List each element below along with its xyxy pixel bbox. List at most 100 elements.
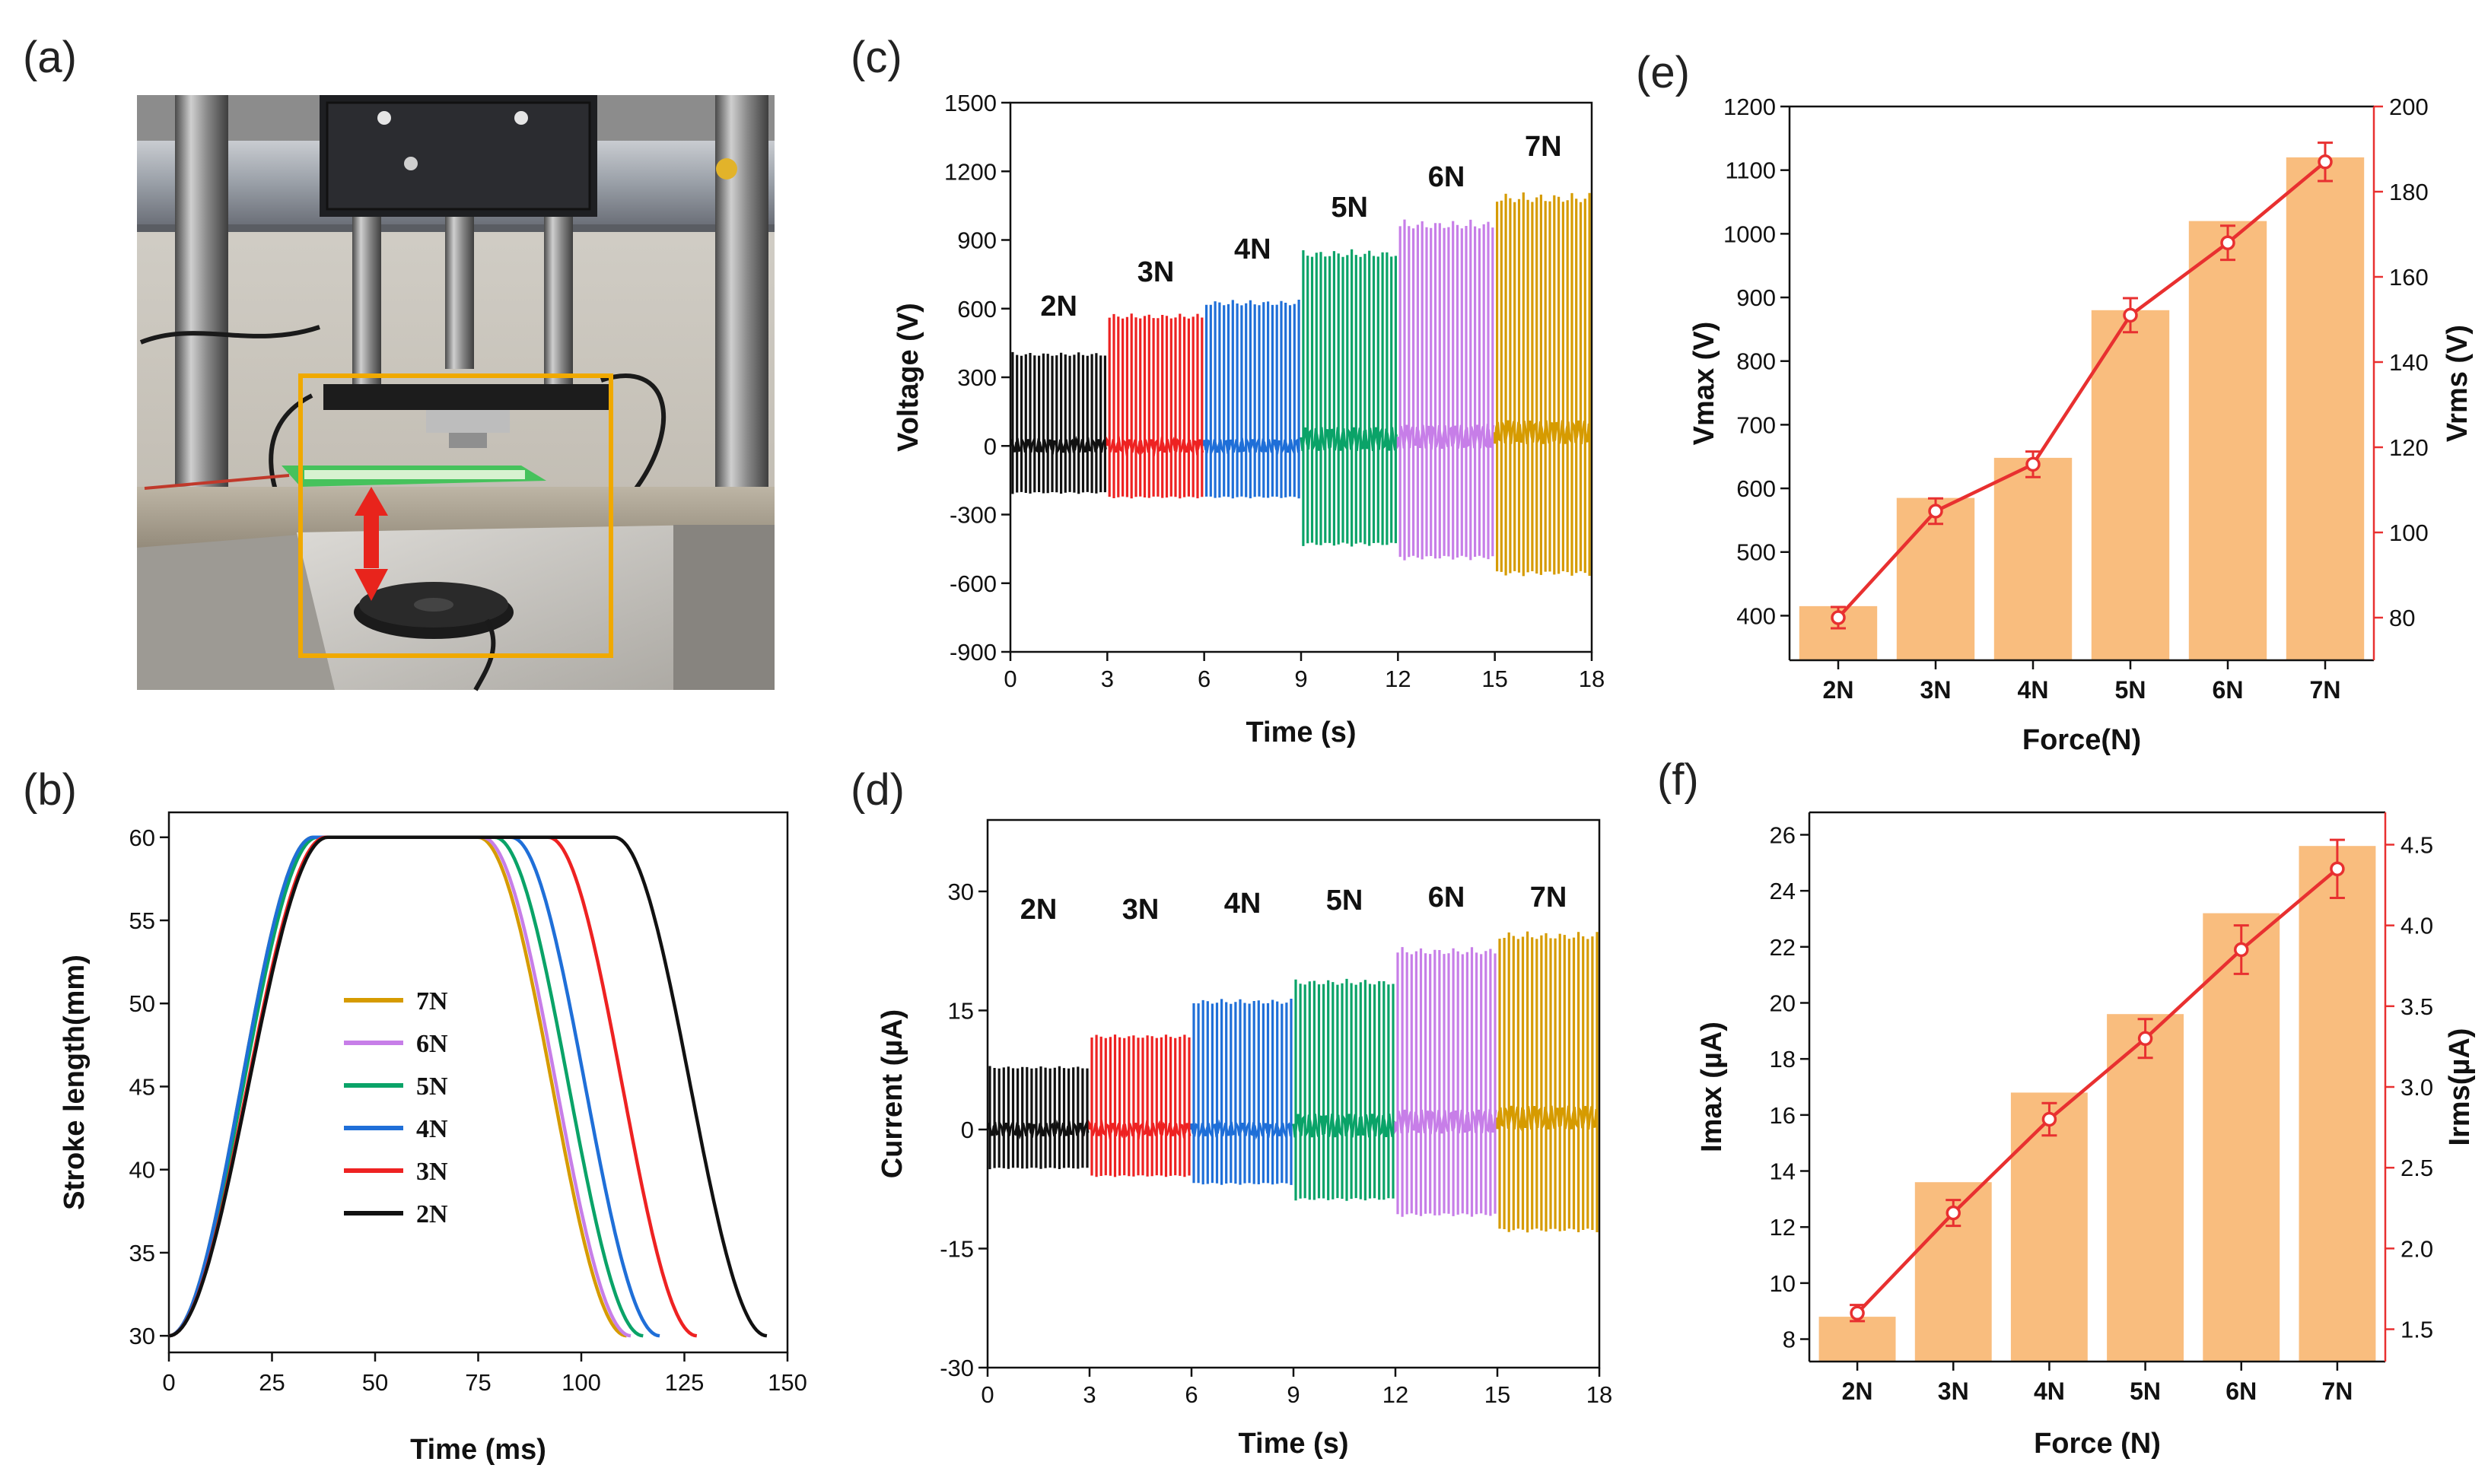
x-tick-label: 9 <box>1294 666 1307 692</box>
x-tick-label: 18 <box>1579 666 1605 692</box>
y-tick-label: -600 <box>950 570 997 597</box>
y-axis-label-left: Vmax (V) <box>1688 322 1720 446</box>
signal-segment-2N <box>1009 351 1107 494</box>
y-tick-label: 600 <box>957 296 997 323</box>
signal-segment-5N <box>1292 978 1395 1201</box>
y-axis-label: Voltage (V) <box>892 303 924 452</box>
legend-label-3N: 3N <box>416 1158 448 1186</box>
y-tick-label-right: 140 <box>2389 349 2429 376</box>
x-tick-label: 150 <box>768 1369 807 1396</box>
y-tick-label: -900 <box>950 639 997 666</box>
signal-segment-3N <box>1088 1034 1192 1177</box>
y-tick-label: 1200 <box>944 158 997 185</box>
panel-label-f: (f) <box>1657 755 1699 805</box>
series-line-Vrms <box>1837 160 2327 619</box>
annotation-2N: 2N <box>1040 291 1077 323</box>
signal-segment-3N <box>1106 313 1204 499</box>
signal-segment-4N <box>1203 300 1301 499</box>
annotation-3N: 3N <box>1137 256 1175 288</box>
line-point-4N <box>2041 1111 2057 1127</box>
line-point-7N <box>2330 861 2345 877</box>
y-tick-label-right: 4.0 <box>2401 913 2433 939</box>
bar-5N <box>2107 1014 2184 1362</box>
x-tick-label: 3N <box>1920 676 1952 704</box>
x-tick-label: 125 <box>665 1369 705 1396</box>
y-tick-label: 15 <box>948 997 974 1024</box>
chart-e-vmax-vrms: 2N 3N 4N 5N 6N 7N 400 500 600 700 800 900 1000 1100 12… <box>1688 94 2474 756</box>
x-tick-label: 7N <box>2310 676 2341 704</box>
x-axis-label: Time (s) <box>1246 717 1356 748</box>
line-point-6N <box>2220 235 2235 250</box>
highlight-box <box>298 373 613 658</box>
x-tick-label: 25 <box>259 1369 285 1396</box>
y-tick-label-right: 4.5 <box>2401 831 2433 858</box>
bar-4N <box>2010 1092 2088 1362</box>
line-point-2N <box>1850 1305 1865 1321</box>
y-tick-label: -30 <box>940 1355 974 1381</box>
y-axis-label: Stroke length(mm) <box>59 955 91 1210</box>
x-tick-label: 0 <box>981 1381 994 1408</box>
y-tick-label-right: 100 <box>2389 520 2429 546</box>
annotation-7N: 7N <box>1525 131 1562 163</box>
bar-7N <box>2299 846 2376 1362</box>
y-tick-label-right: 80 <box>2389 605 2415 631</box>
y-tick-label: 45 <box>129 1073 155 1100</box>
y-tick-label: 55 <box>129 907 155 934</box>
plot-frame <box>986 818 1601 1369</box>
annotation-6N: 6N <box>1428 882 1465 914</box>
x-tick-label: 50 <box>362 1369 388 1396</box>
line-point-5N <box>2137 1031 2153 1047</box>
y-tick-label: 1200 <box>1723 94 1776 120</box>
y-tick-label: 300 <box>957 364 997 391</box>
legend-label-4N: 4N <box>416 1115 448 1143</box>
signal-segment-2N <box>986 1066 1090 1170</box>
x-tick-label: 5N <box>2115 676 2146 704</box>
y-axis-label-right: Vrms (V) <box>2442 325 2474 442</box>
bar-7N <box>2286 157 2365 660</box>
line-point-3N <box>1928 504 1943 519</box>
x-axis-label: Time (s) <box>1238 1428 1348 1460</box>
panel-label-d: (d) <box>851 765 905 815</box>
signal-segment-5N <box>1300 249 1398 547</box>
panel-label-a: (a) <box>23 33 77 82</box>
series-line-Irms <box>1856 867 2339 1314</box>
y-tick-label: 1000 <box>1723 221 1776 247</box>
x-tick-label: 12 <box>1385 666 1411 692</box>
signal-segment-4N <box>1190 999 1293 1185</box>
y-tick-label-right: 3.5 <box>2401 993 2433 1020</box>
y-tick-label: 35 <box>129 1240 155 1266</box>
line-point-4N <box>2025 456 2041 472</box>
y-tick-label: 700 <box>1736 412 1776 438</box>
x-tick-label: 3 <box>1101 666 1114 692</box>
x-tick-label: 2N <box>1842 1378 1873 1405</box>
bar-6N <box>2188 221 2267 661</box>
y-tick-label: 18 <box>1770 1046 1796 1072</box>
y-tick-label: 22 <box>1770 934 1796 961</box>
x-tick-label: 6N <box>2213 676 2244 704</box>
bar-2N <box>1818 1317 1896 1362</box>
y-tick-label: 0 <box>961 1117 974 1143</box>
y-tick-label-right: 120 <box>2389 434 2429 461</box>
plot-frame <box>167 811 789 1354</box>
panel-label-e: (e) <box>1636 48 1690 97</box>
plot-frame <box>1009 101 1593 653</box>
y-tick-label: 16 <box>1770 1102 1796 1129</box>
legend-label-6N: 6N <box>416 1030 448 1058</box>
signal-segment-6N <box>1394 947 1497 1217</box>
y-tick-label: 800 <box>1736 348 1776 375</box>
chart-b-stroke-length: 0 25 50 75 100 125 150 30 35 40 45 50 55 60 Time (ms) S… <box>59 811 807 1466</box>
panel-label-b: (b) <box>23 765 77 815</box>
legend-label-2N: 2N <box>416 1200 448 1228</box>
line-point-7N <box>2318 154 2333 170</box>
x-tick-label: 4N <box>2018 676 2049 704</box>
y-tick-label-right: 3.0 <box>2401 1074 2433 1101</box>
y-tick-label: -15 <box>940 1235 974 1262</box>
photo-test-setup <box>137 95 775 691</box>
y-tick-label-right: 2.5 <box>2401 1155 2433 1181</box>
y-tick-label: 0 <box>984 433 997 459</box>
bar-6N <box>2203 913 2280 1362</box>
y-tick-label: 30 <box>129 1323 155 1349</box>
y-tick-label: -300 <box>950 502 997 529</box>
y-tick-label: 1500 <box>944 90 997 116</box>
chart-d-current: 0 3 6 9 12 15 18 -30 -15 0 15 30 Time (s) Current (µA… <box>877 818 1612 1460</box>
